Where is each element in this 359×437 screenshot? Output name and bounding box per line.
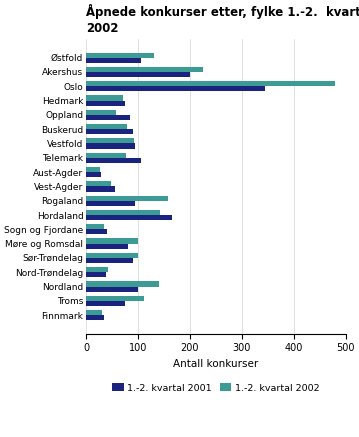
Bar (86, 101, 125, 106)
Bar (86, 187, 115, 191)
Bar (86, 224, 104, 229)
Bar (86, 153, 126, 158)
Bar (86, 95, 122, 101)
Bar (86, 172, 101, 177)
Bar (86, 243, 128, 249)
Bar (86, 315, 104, 320)
Bar (86, 210, 160, 215)
Bar (86, 86, 265, 91)
Bar (86, 287, 138, 291)
Text: Åpnede konkurser etter, fylke 1.-2.  kvartal 2001 og
2002: Åpnede konkurser etter, fylke 1.-2. kvar… (86, 4, 359, 35)
Bar (86, 167, 100, 172)
Bar (86, 301, 125, 306)
Bar (86, 158, 141, 163)
Bar (86, 129, 133, 134)
Bar (86, 181, 111, 187)
Bar (86, 195, 168, 201)
Bar (86, 281, 159, 287)
X-axis label: Antall konkurser: Antall konkurser (173, 359, 258, 369)
Bar (86, 67, 203, 72)
Bar (86, 115, 130, 120)
Bar (86, 52, 154, 58)
Bar (86, 258, 133, 263)
Bar (86, 229, 107, 235)
Bar (86, 72, 190, 77)
Bar (86, 215, 172, 220)
Bar (86, 296, 144, 301)
Bar (86, 81, 335, 86)
Bar (86, 267, 108, 272)
Bar (86, 272, 106, 277)
Bar (86, 124, 127, 129)
Bar (86, 58, 141, 63)
Legend: 1.-2. kvartal 2001, 1.-2. kvartal 2002: 1.-2. kvartal 2001, 1.-2. kvartal 2002 (108, 380, 323, 396)
Bar (86, 310, 102, 315)
Bar (86, 239, 138, 243)
Bar (86, 139, 134, 143)
Bar (86, 201, 135, 206)
Bar (86, 110, 116, 115)
Bar (86, 143, 135, 149)
Bar (86, 253, 138, 258)
